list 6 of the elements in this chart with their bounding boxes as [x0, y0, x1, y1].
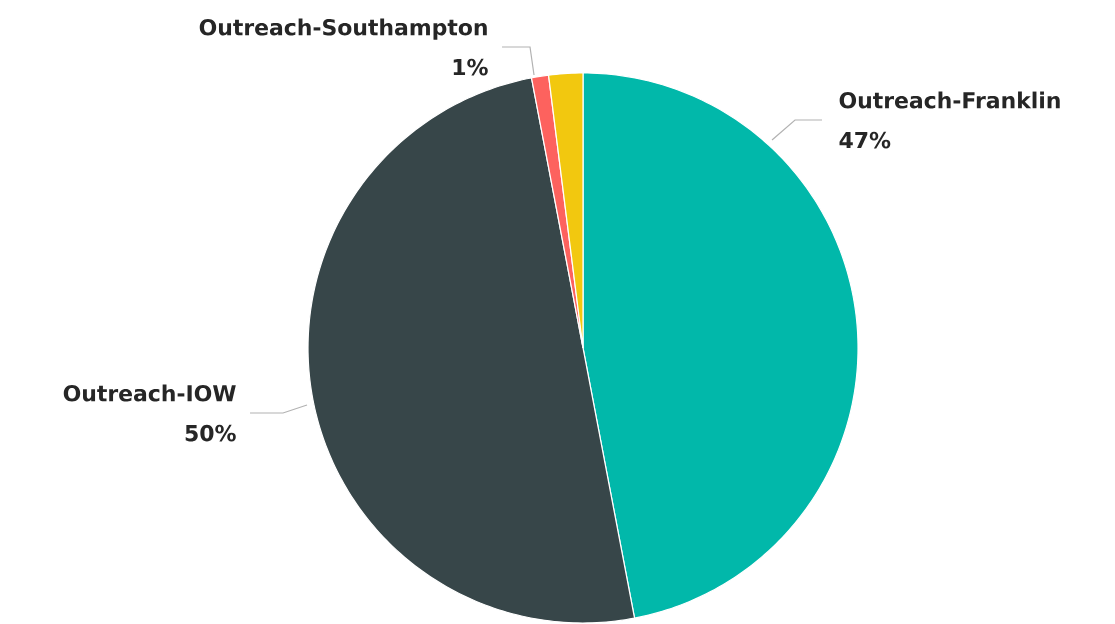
data-label: 1%: [453, 58, 488, 76]
data-label: 50%: [185, 424, 236, 442]
slice-label: Outreach-Franklin: [839, 91, 1060, 109]
data-label: 47%: [839, 131, 891, 149]
slice-label: Outreach-Southampton: [199, 18, 487, 40]
slice-label: Outreach-IOW: [63, 384, 236, 402]
